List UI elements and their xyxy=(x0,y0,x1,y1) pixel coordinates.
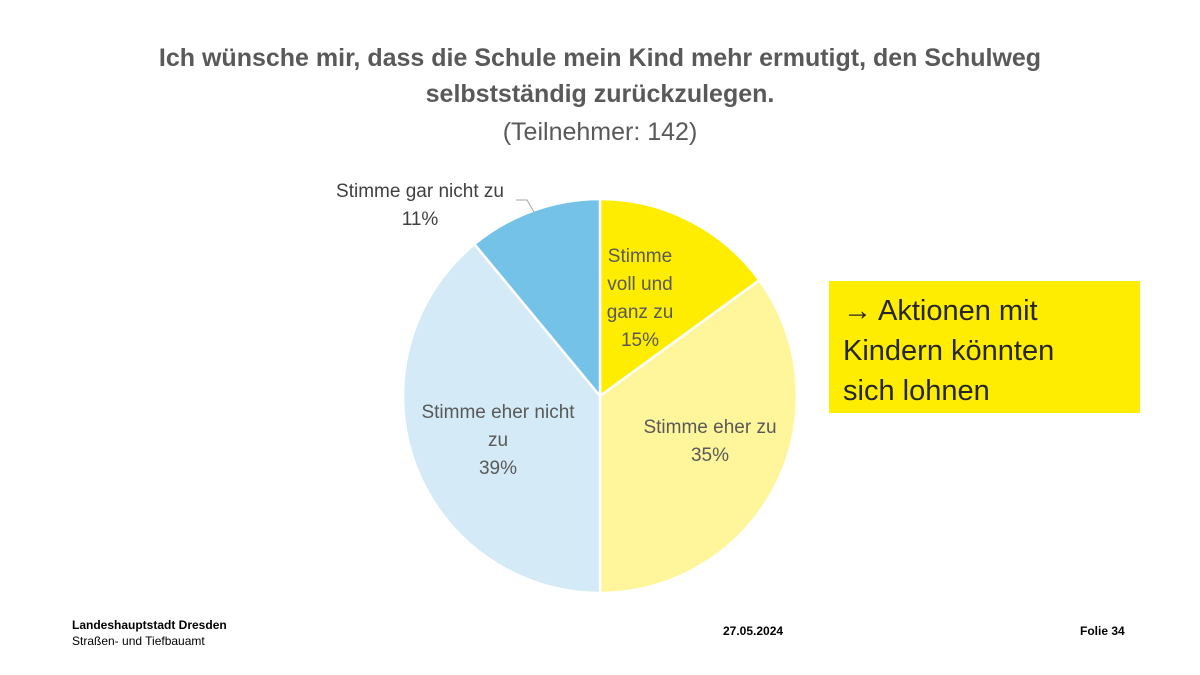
slice-value-label: 35% xyxy=(691,445,729,466)
leader-line-4 xyxy=(516,199,535,213)
slice-category-label: Stimme gar nicht zu xyxy=(336,181,504,202)
callout-line-2: Kindern könnten xyxy=(843,335,1055,367)
slice-value-label: 11% xyxy=(402,209,439,230)
chart-subtitle: (Teilnehmer: 142) xyxy=(502,118,698,146)
slice-category-label: Stimme eher nicht xyxy=(421,402,575,423)
pie-slice-3 xyxy=(401,242,602,595)
slice-label-1: Stimme voll und ganz zu 15% xyxy=(607,246,674,351)
callout-box: → Aktionen mit Kindern könnten sich lohne… xyxy=(829,281,1140,413)
arrow-right-icon: → xyxy=(843,295,872,327)
slice-category-label: Stimme eher zu xyxy=(643,417,776,438)
footer-org-unit: Straßen- und Tiefbauamt xyxy=(72,634,205,648)
slice-label-4: Stimme gar nicht zu 11% xyxy=(336,181,504,230)
slice-category-label: zu xyxy=(488,430,508,451)
callout-line-1: → Aktionen mit xyxy=(843,291,1128,331)
footer-date: 27.05.2024 xyxy=(723,624,784,638)
slice-category-label: ganz zu xyxy=(607,302,674,323)
pie-slice-1 xyxy=(598,197,762,399)
slice-value-label: 15% xyxy=(621,330,659,351)
chart-title: Ich wünsche mir, dass die Schule mein Ki… xyxy=(158,44,1042,108)
slice-category-label: voll und xyxy=(607,274,673,295)
pie-slice-2 xyxy=(598,278,799,595)
callout-text-1: Aktionen mit xyxy=(878,295,1038,327)
slice-value-label: 39% xyxy=(479,458,517,479)
footer-organization: Landeshauptstadt Dresden Straßen- und Ti… xyxy=(72,617,227,649)
footer-org-name: Landeshauptstadt Dresden xyxy=(72,618,227,632)
footer-slide-number: Folie 34 xyxy=(1080,624,1125,638)
slice-label-3: Stimme eher nicht zu 39% xyxy=(421,402,575,479)
callout-line-3: sich lohnen xyxy=(843,375,990,407)
slice-label-2: Stimme eher zu 35% xyxy=(643,417,776,466)
slice-category-label: Stimme xyxy=(608,246,672,267)
